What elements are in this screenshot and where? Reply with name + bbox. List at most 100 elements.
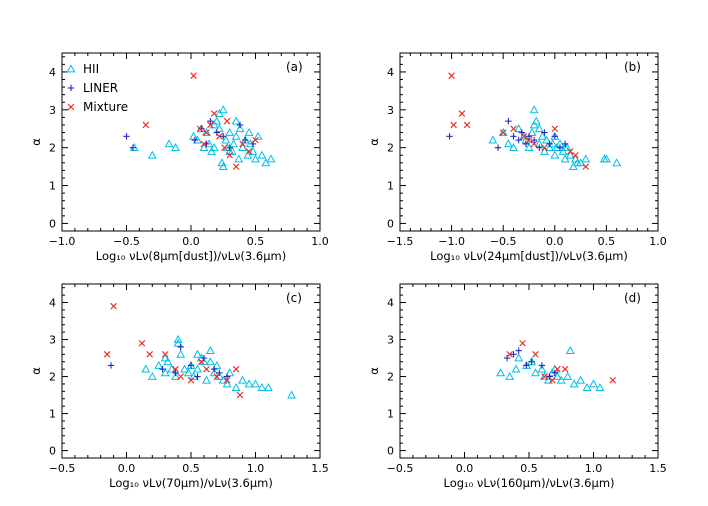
data-point-liner <box>522 140 530 148</box>
data-point-mixture <box>520 133 528 140</box>
data-point-liner <box>528 358 535 365</box>
data-point-mixture <box>207 121 214 129</box>
data-point-hii <box>287 390 297 399</box>
data-point-hii <box>511 364 521 373</box>
cross-icon <box>67 103 75 111</box>
data-point-hii <box>514 124 524 133</box>
data-point-hii <box>503 139 513 148</box>
data-point-hii <box>257 150 267 159</box>
data-point-mixture <box>572 151 579 159</box>
data-point-liner <box>523 362 530 369</box>
x-tick-label: 0.0 <box>546 235 564 248</box>
data-point-hii <box>565 346 575 355</box>
data-point-hii <box>193 349 202 358</box>
data-point-hii <box>231 131 241 140</box>
data-point-hii <box>496 368 506 377</box>
x-tick-label: 0.5 <box>182 462 200 475</box>
data-point-hii <box>171 143 180 152</box>
x-axis-label: Log₁₀ νLν(70μm)/νLν(3.6μm) <box>109 476 273 490</box>
data-point-hii <box>537 131 547 140</box>
data-point-hii <box>543 375 553 384</box>
data-point-hii <box>167 364 177 373</box>
data-point-mixture <box>463 121 471 129</box>
data-point-mixture <box>450 121 457 129</box>
data-point-hii <box>205 357 215 366</box>
plot-frame <box>61 52 321 232</box>
data-point-liner <box>207 117 214 125</box>
data-point-hii <box>558 146 568 155</box>
data-point-hii <box>505 371 515 380</box>
data-point-liner <box>510 133 517 140</box>
data-point-hii <box>218 375 228 384</box>
data-point-hii <box>147 371 157 380</box>
data-point-hii <box>238 143 248 152</box>
data-point-liner <box>551 133 558 140</box>
legend: HII LINER Mixture <box>66 62 128 114</box>
data-point-mixture <box>203 129 210 136</box>
plot-frame <box>61 283 321 459</box>
data-point-mixture <box>226 151 233 159</box>
data-point-hii <box>180 364 189 373</box>
x-axis-label: Log₁₀ νLν(8μm[dust])/νLν(3.6μm) <box>96 249 286 263</box>
scatter-panel: −1.0 −0.5 0.0 0.5 1.0 0 1 2 3 4 Log₁₀ νLν(8μm[dust… <box>29 52 329 263</box>
y-tick-label: 3 <box>387 104 394 117</box>
legend-label: Mixture <box>83 100 128 114</box>
data-point-liner <box>556 144 564 151</box>
data-point-mixture <box>223 376 231 384</box>
data-point-hii <box>582 383 592 392</box>
data-point-liner <box>236 121 244 129</box>
data-point-hii <box>612 158 622 167</box>
x-axis-label: Log₁₀ νLν(160μm)/νLν(3.6μm) <box>443 476 614 490</box>
x-tick-label: 0.5 <box>520 462 538 475</box>
data-point-hii <box>540 146 549 155</box>
data-point-liner <box>561 140 569 148</box>
y-tick-label: 1 <box>387 408 394 421</box>
data-point-liner <box>505 117 512 125</box>
data-point-hii <box>235 124 245 133</box>
data-point-hii <box>560 154 570 163</box>
data-point-hii <box>514 353 524 362</box>
legend-item-hii: HII <box>66 62 99 76</box>
data-point-liner <box>525 133 533 140</box>
data-point-mixture <box>216 133 223 140</box>
data-point-mixture <box>223 117 231 125</box>
data-point-hii <box>218 105 228 114</box>
data-point-liner <box>200 354 208 362</box>
data-point-liner <box>213 129 220 136</box>
y-tick-label: 0 <box>49 217 56 230</box>
data-point-hii <box>581 154 591 163</box>
data-point-hii <box>183 368 193 377</box>
data-point-hii <box>565 150 575 159</box>
data-point-mixture <box>448 72 455 80</box>
data-point-hii <box>529 120 539 129</box>
data-point-hii <box>160 368 170 377</box>
data-point-mixture <box>236 391 244 399</box>
data-point-hii <box>257 383 267 392</box>
panel-tag: (c) <box>286 291 302 305</box>
data-point-hii <box>205 346 215 355</box>
data-point-mixture <box>499 129 507 136</box>
data-point-hii <box>141 364 151 373</box>
x-axis-label: Log₁₀ νLν(24μm[dust])/νLν(3.6μm) <box>430 249 628 263</box>
data-point-mixture <box>541 373 548 380</box>
data-point-hii <box>589 379 598 388</box>
data-point-mixture <box>566 148 574 155</box>
x-tick-label: 0.5 <box>598 235 616 248</box>
data-point-hii <box>222 379 232 388</box>
data-point-mixture <box>161 351 169 358</box>
y-tick-label: 0 <box>387 217 394 230</box>
data-point-mixture <box>252 136 259 144</box>
y-tick-label: 0 <box>49 445 56 458</box>
data-point-hii <box>202 127 211 136</box>
data-point-hii <box>171 371 180 380</box>
data-point-liner <box>515 347 522 354</box>
x-tick-label: 1.0 <box>247 462 265 475</box>
data-point-liner <box>249 140 257 148</box>
data-point-hii <box>154 360 164 369</box>
data-point-mixture <box>221 144 228 151</box>
data-point-mixture <box>200 140 208 148</box>
y-tick-label: 3 <box>387 334 394 347</box>
data-point-hii <box>229 139 239 148</box>
data-point-liner <box>546 373 553 380</box>
